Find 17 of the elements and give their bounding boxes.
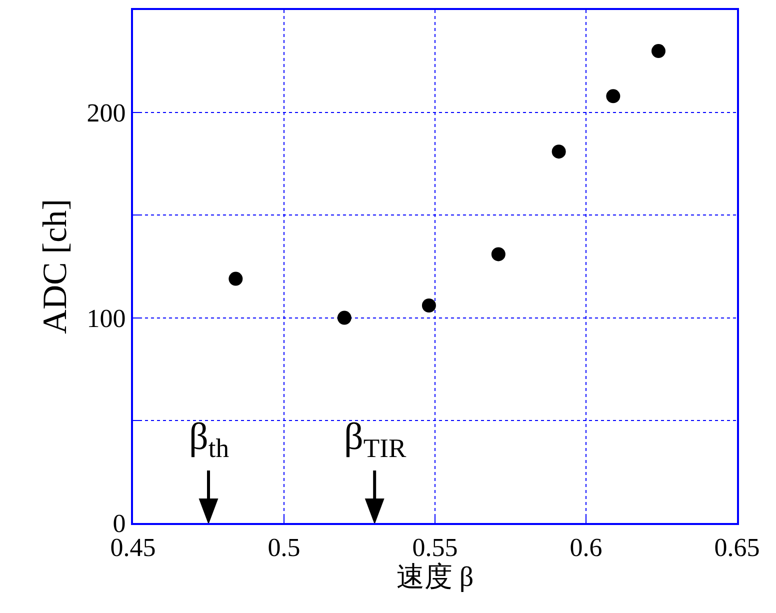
ref-line-label: β$_{TIR}$ <box>344 416 406 463</box>
point <box>552 144 566 159</box>
x-tick-label: 0.55 <box>412 533 458 562</box>
y-axis-title: ADC [ch] <box>36 198 74 334</box>
point <box>422 298 436 312</box>
x-axis-title: 速度 β <box>396 562 474 594</box>
y-tick-label: 200 <box>86 98 126 128</box>
x-tick-label: 0.65 <box>714 533 760 562</box>
x-tick-label: 0.6 <box>570 533 602 562</box>
point <box>651 44 666 58</box>
point <box>491 247 506 262</box>
point <box>228 272 243 286</box>
point <box>337 310 352 325</box>
ref-line-label: β$_{th}$ <box>189 416 230 463</box>
y-tick-label: 100 <box>86 304 126 333</box>
point <box>606 89 620 104</box>
x-tick-label: 0.5 <box>268 533 300 562</box>
